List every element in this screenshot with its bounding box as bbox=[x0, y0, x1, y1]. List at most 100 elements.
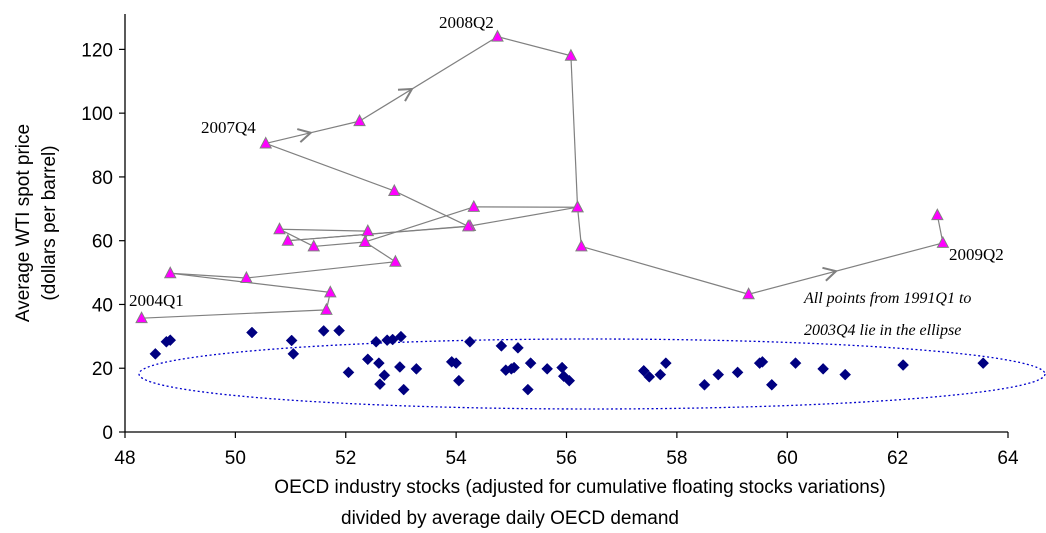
annotation-2007q4: 2007Q4 bbox=[201, 118, 256, 137]
triangle-point bbox=[575, 239, 588, 252]
y-axis-title-line1: Average WTI spot price bbox=[13, 124, 34, 322]
diamond-point bbox=[374, 378, 386, 391]
connector-segment bbox=[279, 228, 315, 247]
annotation-2004q1: 2004Q1 bbox=[129, 291, 184, 310]
diamond-point bbox=[164, 334, 177, 347]
x-axis-title-line2: divided by average daily OECD demand bbox=[341, 508, 679, 529]
diamond-point bbox=[395, 330, 407, 343]
triangle-point bbox=[742, 287, 755, 300]
connector-segment bbox=[265, 142, 395, 192]
connector-segment bbox=[246, 261, 396, 279]
diamond-point bbox=[453, 374, 465, 387]
diamond-point bbox=[410, 363, 423, 375]
x-tick-label: 62 bbox=[887, 448, 908, 469]
diamond-point bbox=[317, 325, 330, 337]
annotation-2008q2: 2008Q2 bbox=[439, 13, 494, 32]
connector-segment bbox=[497, 36, 572, 57]
diamond-point bbox=[556, 361, 568, 374]
triangle-point bbox=[467, 199, 481, 212]
direction-arrow bbox=[397, 87, 414, 102]
x-tick-label: 58 bbox=[666, 448, 687, 469]
connector-segment bbox=[170, 272, 247, 279]
triangle-point bbox=[135, 311, 148, 324]
ellipse-region bbox=[138, 338, 1046, 410]
diamond-point bbox=[373, 357, 385, 369]
y-tick-label: 80 bbox=[92, 168, 113, 189]
x-tick-label: 60 bbox=[777, 448, 798, 469]
diamond-point bbox=[789, 357, 802, 369]
diamond-point bbox=[654, 368, 667, 381]
diamond-point bbox=[512, 341, 524, 354]
diamond-point bbox=[333, 324, 345, 337]
diamond-point bbox=[817, 363, 829, 375]
direction-arrow bbox=[296, 128, 313, 143]
triangle-point bbox=[353, 114, 366, 127]
triangle-point bbox=[361, 224, 375, 237]
diamond-point bbox=[149, 348, 162, 360]
diamond-point bbox=[897, 359, 909, 371]
diamond-point bbox=[450, 357, 462, 369]
triangle-point bbox=[259, 136, 273, 149]
diamond-point bbox=[397, 383, 410, 396]
diamond-point bbox=[246, 326, 258, 339]
diamond-point bbox=[287, 348, 300, 360]
triangle-point bbox=[163, 266, 177, 279]
triangle-point bbox=[936, 235, 950, 248]
y-tick-label: 100 bbox=[81, 104, 113, 125]
triangle-point bbox=[320, 302, 333, 315]
y-tick-label: 0 bbox=[102, 423, 113, 444]
diamond-point bbox=[563, 374, 576, 387]
triangle-point bbox=[931, 208, 944, 221]
triangle-point bbox=[281, 233, 295, 246]
diamond-point bbox=[370, 335, 382, 348]
diamond-point bbox=[637, 364, 650, 377]
connector-segment bbox=[570, 55, 579, 208]
triangle-point bbox=[461, 219, 475, 232]
connector-segment bbox=[141, 309, 327, 319]
triangle-point bbox=[389, 254, 402, 267]
triangle-series-path bbox=[141, 36, 944, 319]
connector-segment bbox=[748, 242, 944, 295]
triangle-point bbox=[273, 222, 286, 235]
diamond-point bbox=[839, 368, 852, 381]
diamond-point bbox=[977, 357, 990, 369]
diamond-point bbox=[765, 378, 778, 391]
diamond-point bbox=[495, 340, 508, 352]
y-axis-title-line2: (dollars per barrel) bbox=[39, 145, 60, 300]
x-ticks: 48 50 52 54 56 58 60 62 64 bbox=[114, 432, 1019, 469]
triangle-series bbox=[135, 29, 950, 324]
diamond-point bbox=[342, 366, 355, 379]
triangle-point bbox=[307, 239, 321, 252]
x-tick-label: 54 bbox=[446, 448, 468, 469]
triangle-point bbox=[323, 285, 337, 298]
connector-segment bbox=[581, 245, 749, 295]
connector-segment bbox=[313, 241, 366, 248]
triangle-point bbox=[387, 183, 401, 196]
triangle-point bbox=[358, 234, 372, 247]
x-tick-label: 64 bbox=[997, 448, 1019, 469]
x-tick-label: 56 bbox=[556, 448, 577, 469]
diamond-point bbox=[643, 370, 656, 383]
diamond-point bbox=[659, 357, 672, 369]
triangle-point bbox=[571, 200, 584, 213]
y-tick-label: 40 bbox=[92, 295, 113, 316]
triangle-point bbox=[240, 270, 253, 283]
axes bbox=[124, 14, 1008, 433]
connector-segment bbox=[576, 207, 582, 247]
diamond-point bbox=[698, 378, 711, 391]
diamond-point bbox=[464, 335, 476, 348]
x-axis-title-line1: OECD industry stocks (adjusted for cumul… bbox=[274, 477, 885, 498]
y-tick-label: 60 bbox=[92, 232, 113, 253]
diamond-point bbox=[712, 368, 725, 381]
connector-segment bbox=[469, 206, 578, 227]
connector-segment bbox=[394, 190, 469, 227]
direction-arrow bbox=[822, 266, 839, 282]
connector-segment bbox=[364, 206, 474, 243]
diamond-point bbox=[508, 361, 520, 374]
connector-segment bbox=[359, 36, 498, 122]
annotation-2009q2: 2009Q2 bbox=[949, 245, 1004, 264]
ellipse-note-line1: All points from 1991Q1 to bbox=[803, 290, 971, 307]
diamond-point bbox=[361, 353, 374, 366]
ellipse-note-line2: 2003Q4 lie in the ellipse bbox=[804, 322, 961, 339]
